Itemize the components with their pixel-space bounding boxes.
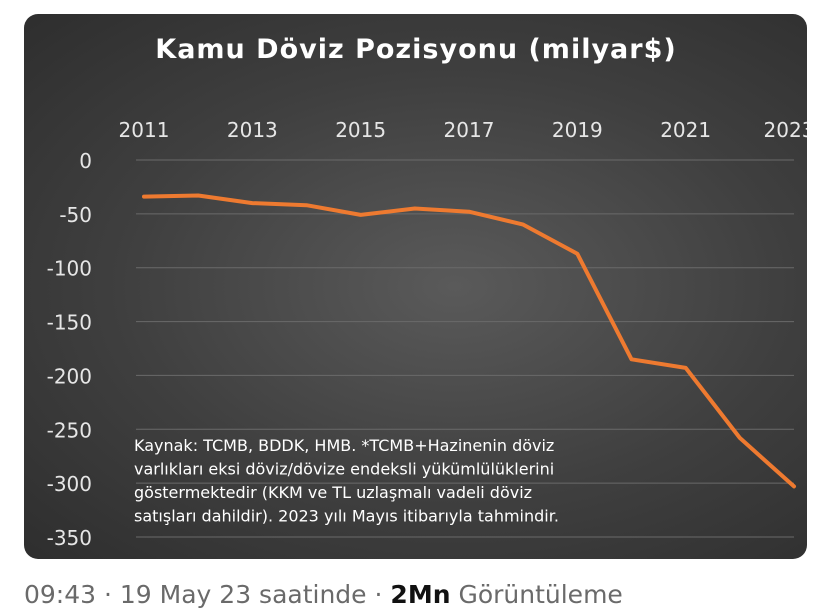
source-note-line: Kaynak: TCMB, BDDK, HMB. *TCMB+Hazinenin… bbox=[134, 436, 554, 455]
post-date[interactable]: 19 May 23 saatinde bbox=[119, 580, 367, 609]
x-tick-label: 2015 bbox=[335, 118, 386, 142]
x-tick-label: 2021 bbox=[660, 118, 711, 142]
source-note-line: göstermektedir (KKM ve TL uzlaşmalı vade… bbox=[134, 483, 532, 502]
separator: · bbox=[104, 580, 112, 609]
y-axis-ticks: 0 -50 -100 -150 -200 -250 -300 -350 bbox=[47, 149, 92, 550]
y-tick-label: -150 bbox=[47, 311, 92, 335]
series-group bbox=[142, 193, 796, 489]
x-tick-label: 2013 bbox=[227, 118, 278, 142]
grid-lines bbox=[136, 159, 794, 538]
chart: Kamu Döviz Pozisyonu (milyar$) 0 -50 -100 -… bbox=[47, 34, 807, 550]
source-note-line: varlıkları eksi döviz/dövize endeksli yü… bbox=[134, 460, 554, 479]
tweet-meta: 09:43 · 19 May 23 saatinde · 2Mn Görüntü… bbox=[24, 578, 824, 612]
y-tick-label: -50 bbox=[59, 203, 92, 227]
y-tick-label: -100 bbox=[47, 257, 92, 281]
post-time[interactable]: 09:43 bbox=[24, 580, 97, 609]
views-label: Görüntüleme bbox=[458, 580, 623, 609]
y-tick-label: -250 bbox=[47, 418, 92, 442]
y-tick-label: -200 bbox=[47, 364, 92, 388]
chart-title: Kamu Döviz Pozisyonu (milyar$) bbox=[155, 34, 676, 65]
x-tick-label: 2023* bbox=[764, 118, 807, 142]
x-tick-label: 2017 bbox=[444, 118, 495, 142]
y-tick-label: -350 bbox=[47, 526, 92, 550]
chart-card: Kamu Döviz Pozisyonu (milyar$) 0 -50 -100 -… bbox=[24, 14, 807, 559]
x-axis-ticks: 2011 2013 2015 2017 2019 2021 2023* bbox=[119, 118, 807, 142]
x-tick-label: 2011 bbox=[119, 118, 170, 142]
source-note-line: satışları dahildir). 2023 yılı Mayıs iti… bbox=[134, 507, 559, 526]
x-tick-label: 2019 bbox=[552, 118, 603, 142]
separator: · bbox=[374, 580, 383, 609]
source-note: Kaynak: TCMB, BDDK, HMB. *TCMB+Hazinenin… bbox=[134, 436, 559, 526]
y-tick-label: 0 bbox=[79, 149, 92, 173]
y-tick-label: -300 bbox=[47, 472, 92, 496]
views-count[interactable]: 2Mn bbox=[390, 580, 451, 609]
